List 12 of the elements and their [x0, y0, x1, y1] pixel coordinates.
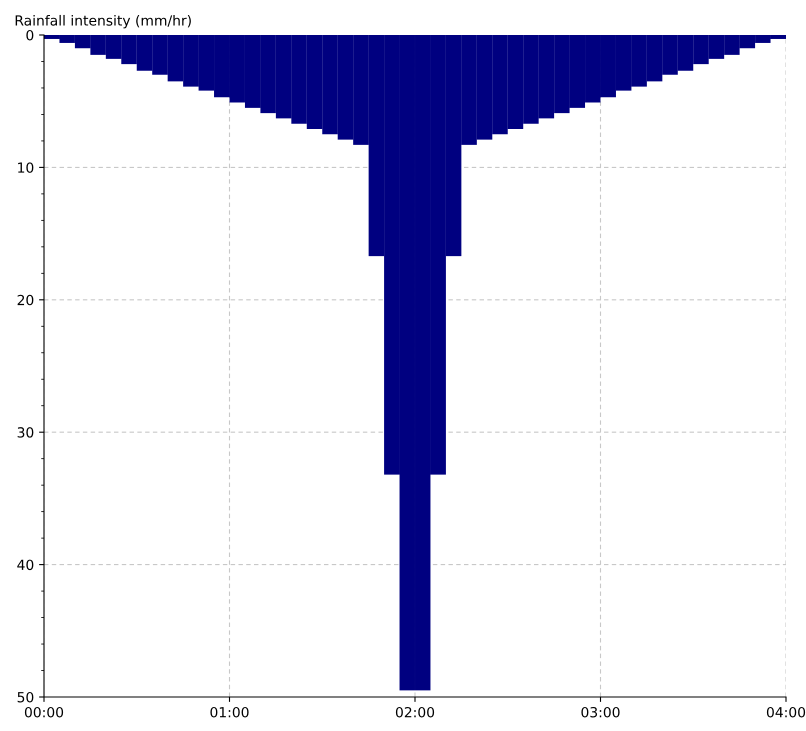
y-tick-label: 0 [26, 30, 34, 40]
x-tick-label: 02:00 [396, 706, 434, 718]
x-tick-label: 04:00 [766, 706, 806, 718]
y-tick-label: 30 [18, 427, 34, 438]
x-tick-label: 03:00 [581, 706, 620, 718]
y-axis-title: Rainfall intensity (mm/hr) [16, 14, 191, 28]
y-tick-label: 40 [17, 560, 34, 570]
y-tick-label: 20 [18, 294, 34, 306]
x-tick-label: 00:00 [24, 706, 64, 718]
x-tick-label: 01:00 [210, 706, 249, 718]
y-tick-label: 50 [18, 692, 34, 702]
y-tick-label: 10 [18, 162, 34, 173]
